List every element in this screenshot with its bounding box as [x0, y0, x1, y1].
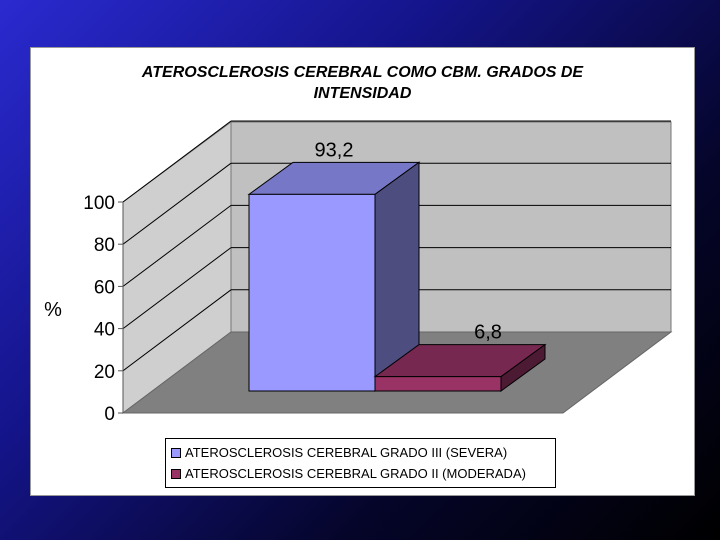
chart-panel: ATEROSCLEROSIS CEREBRAL COMO CBM. GRADOS… [30, 47, 695, 496]
chart-title: ATEROSCLEROSIS CEREBRAL COMO CBM. GRADOS… [31, 62, 694, 104]
legend-label-moderada: ATEROSCLEROSIS CEREBRAL GRADO II (MODERA… [185, 466, 526, 481]
bar-severa [248, 193, 376, 392]
gridline-side-4 [122, 162, 232, 245]
legend-swatch-severa [171, 447, 181, 458]
y-tick-label-3: 60 [94, 277, 115, 298]
chart-legend: ATEROSCLEROSIS CEREBRAL GRADO III (SEVER… [165, 438, 556, 488]
gridline-side-1 [122, 289, 232, 372]
gridline-side-2 [122, 247, 232, 330]
legend-swatch-moderada [171, 468, 181, 479]
gridline-side-3 [122, 204, 232, 287]
legend-item-moderada: ATEROSCLEROSIS CEREBRAL GRADO II (MODERA… [171, 463, 555, 484]
data-label-moderada: 6,8 [474, 322, 502, 344]
data-label-severa: 93,2 [315, 139, 354, 161]
y-tick-label-5: 100 [83, 193, 115, 214]
y-tick-label-2: 40 [94, 320, 115, 341]
y-axis-label: % [44, 299, 62, 321]
chart-title-line-1: ATEROSCLEROSIS CEREBRAL COMO CBM. GRADOS… [141, 64, 584, 81]
y-tick-label-1: 20 [94, 362, 115, 383]
legend-label-severa: ATEROSCLEROSIS CEREBRAL GRADO III (SEVER… [185, 445, 508, 460]
legend-item-severa: ATEROSCLEROSIS CEREBRAL GRADO III (SEVER… [171, 442, 555, 463]
bar-moderada [374, 376, 502, 392]
chart-plot: 0 20 40 60 80 100% 93,2 6,8 [44, 120, 673, 425]
y-tick-label-4: 80 [94, 235, 115, 256]
chart-title-line-2: INTENSIDAD [313, 85, 412, 102]
gridline-side-5 [122, 120, 232, 203]
y-tick-label-0: 0 [104, 404, 115, 425]
